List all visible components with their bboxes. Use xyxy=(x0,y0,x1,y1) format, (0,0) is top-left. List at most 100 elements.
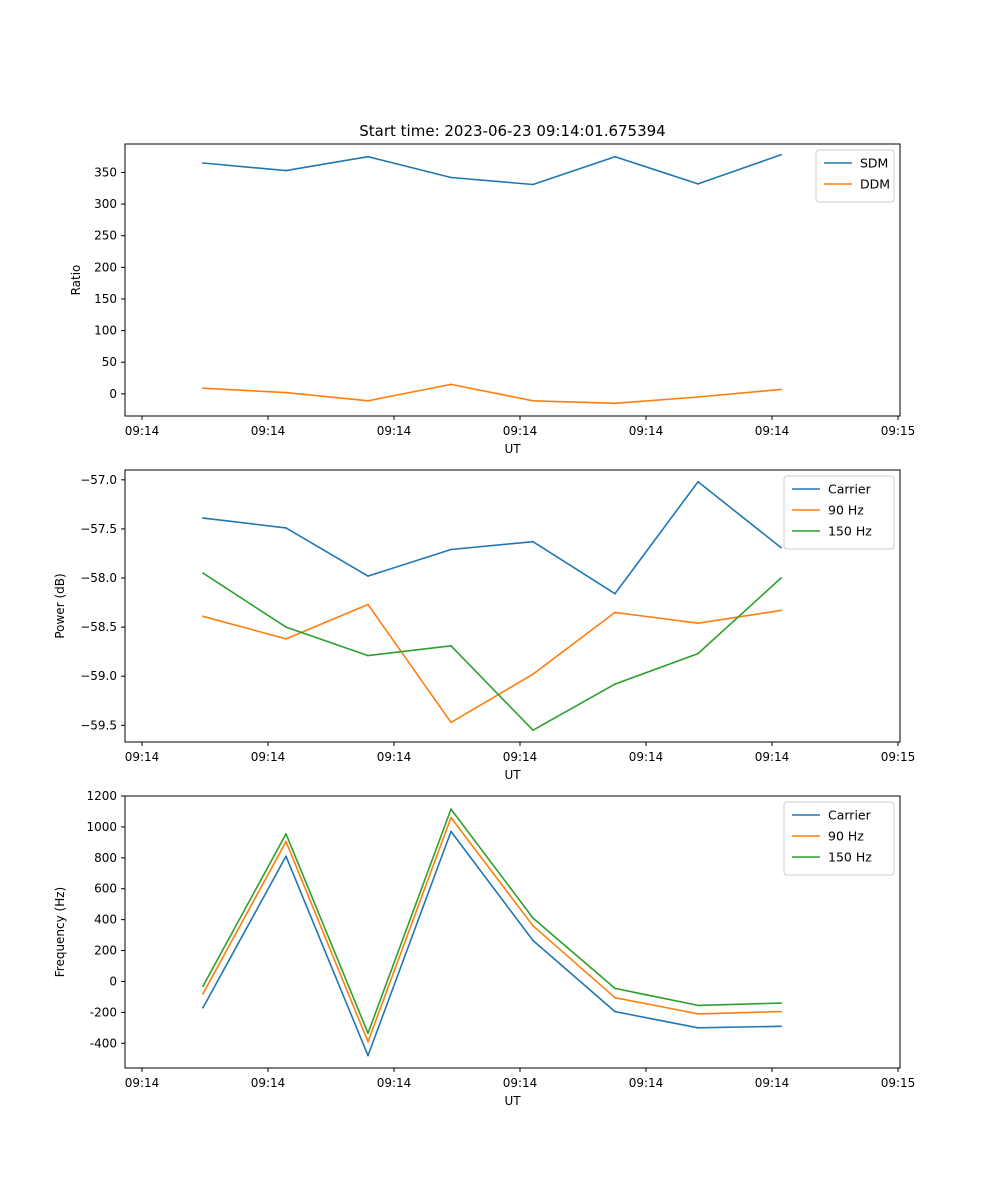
panel-3: 09:14 09:14 09:14 09:14 09:14 09:14 09:15 1200 1… xyxy=(53,789,915,1108)
y-tick-label: 0 xyxy=(109,387,117,401)
x-tick-label: 09:14 xyxy=(125,424,160,438)
legend: Carrier 90 Hz 150 Hz xyxy=(783,801,895,876)
series-line-90-hz xyxy=(202,816,782,1043)
data-point xyxy=(532,673,534,676)
data-point xyxy=(285,638,287,640)
y-axis-label: Frequency (Hz) xyxy=(53,887,67,978)
data-point xyxy=(780,153,782,156)
axes-frame xyxy=(124,795,901,1069)
data-point xyxy=(367,155,369,158)
data-point xyxy=(614,155,616,158)
x-tick-label: 09:15 xyxy=(881,424,916,438)
data-point xyxy=(450,383,452,386)
y-tick-label: 1000 xyxy=(86,820,117,834)
data-point xyxy=(697,480,699,483)
y-tick-label: 600 xyxy=(94,882,117,896)
data-point xyxy=(614,592,616,595)
data-point xyxy=(780,1010,782,1013)
data-point xyxy=(450,721,452,724)
y-tick-label: 800 xyxy=(94,851,117,865)
x-tick-label: 09:14 xyxy=(503,424,538,438)
y-tick-label: 50 xyxy=(102,355,117,369)
y-tick-label: 200 xyxy=(94,944,117,958)
data-point xyxy=(367,575,369,577)
data-point xyxy=(614,611,616,614)
data-point xyxy=(202,162,204,164)
axes-frame xyxy=(124,469,901,743)
legend: Carrier 90 Hz 150 Hz xyxy=(783,475,895,550)
series-line-150-hz xyxy=(202,808,782,1034)
data-point xyxy=(285,626,287,628)
y-tick-label: 100 xyxy=(94,324,117,338)
x-tick-label: 09:14 xyxy=(629,750,664,764)
y-tick-label: −57.0 xyxy=(80,473,117,487)
x-tick-label: 09:14 xyxy=(377,424,412,438)
data-point xyxy=(202,572,204,574)
data-point xyxy=(614,683,616,685)
data-point xyxy=(697,622,699,625)
panels: 09:14 09:14 09:14 09:14 09:14 09:14 09:15 350 30… xyxy=(53,143,916,1108)
y-tick-label: 400 xyxy=(94,913,117,927)
data-point xyxy=(614,987,616,990)
legend-label: DDM xyxy=(860,177,890,192)
x-axis-label: UT xyxy=(504,768,521,782)
legend: SDM DDM xyxy=(815,149,895,203)
axes-frame xyxy=(124,143,901,417)
y-tick-label: 200 xyxy=(94,260,117,274)
data-point xyxy=(532,540,534,543)
y-tick-label: −58.0 xyxy=(80,571,117,585)
data-point xyxy=(532,399,534,402)
y-tick-label: -400 xyxy=(90,1036,117,1050)
x-tick-label: 09:14 xyxy=(125,1076,160,1090)
legend-label: Carrier xyxy=(828,482,872,497)
data-point xyxy=(780,1002,782,1004)
data-point xyxy=(697,1013,699,1015)
data-point xyxy=(367,654,369,657)
data-point xyxy=(450,808,452,810)
x-tick-label: 09:15 xyxy=(881,1076,916,1090)
x-tick-label: 09:14 xyxy=(503,750,538,764)
x-tick-label: 09:14 xyxy=(755,424,790,438)
y-tick-label: 300 xyxy=(94,197,117,211)
series-line-150-hz xyxy=(202,572,782,732)
y-tick-label: 0 xyxy=(109,974,117,988)
data-point xyxy=(780,546,782,549)
panel-2: 09:14 09:14 09:14 09:14 09:14 09:14 09:15 −57.0… xyxy=(53,469,915,782)
data-point xyxy=(202,985,204,987)
data-point xyxy=(532,183,534,186)
data-point xyxy=(532,917,534,919)
series-line-90-hz xyxy=(202,603,782,724)
data-point xyxy=(285,833,287,835)
data-point xyxy=(202,387,204,390)
data-point xyxy=(285,527,287,529)
data-point xyxy=(450,548,452,551)
data-point xyxy=(532,939,534,942)
y-tick-label: −59.5 xyxy=(80,718,117,732)
x-tick-label: 09:14 xyxy=(251,424,286,438)
legend-label: 150 Hz xyxy=(828,850,872,865)
data-point xyxy=(285,391,287,394)
x-tick-label: 09:14 xyxy=(377,1076,412,1090)
y-axis-label: Ratio xyxy=(69,265,83,296)
data-point xyxy=(450,830,452,833)
data-point xyxy=(780,1025,782,1028)
x-tick-label: 09:14 xyxy=(125,750,160,764)
data-point xyxy=(780,577,782,579)
data-point xyxy=(202,615,204,618)
x-tick-label: 09:14 xyxy=(755,750,790,764)
x-tick-label: 09:14 xyxy=(755,1076,790,1090)
y-tick-label: −57.5 xyxy=(80,522,117,536)
data-point xyxy=(697,1004,699,1007)
x-tick-label: 09:14 xyxy=(503,1076,538,1090)
data-point xyxy=(367,1032,369,1035)
x-tick-label: 09:14 xyxy=(377,750,412,764)
x-tick-label: 09:14 xyxy=(629,1076,664,1090)
y-tick-label: −59.0 xyxy=(80,669,117,683)
x-axis-label: UT xyxy=(504,1094,521,1108)
data-point xyxy=(532,729,534,732)
data-point xyxy=(532,924,534,927)
x-axis-label: UT xyxy=(504,442,521,456)
legend-label: 150 Hz xyxy=(828,524,872,539)
data-point xyxy=(450,644,452,647)
data-point xyxy=(202,1006,204,1009)
